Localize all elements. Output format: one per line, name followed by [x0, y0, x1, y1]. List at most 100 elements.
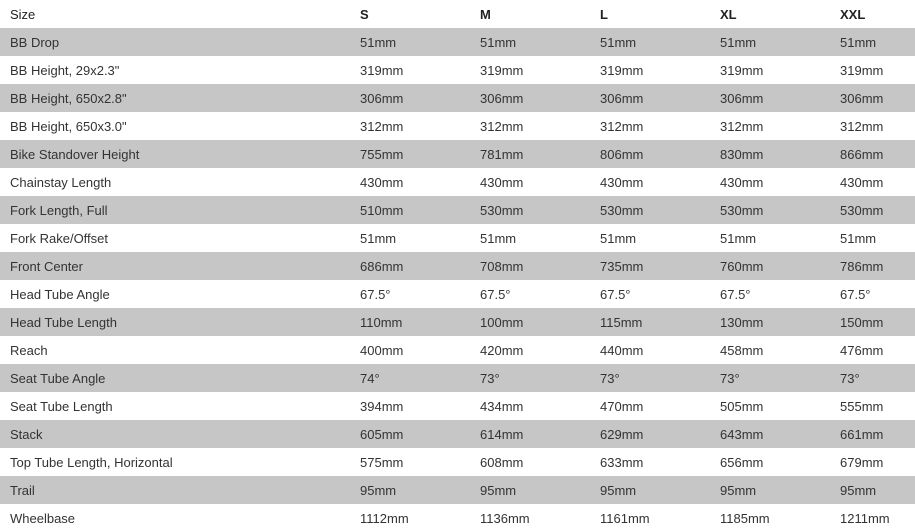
col-header-size: Size	[0, 0, 350, 28]
cell-value: 306mm	[350, 84, 470, 112]
cell-value: 51mm	[590, 224, 710, 252]
cell-value: 1211mm	[830, 504, 915, 532]
col-header-l: L	[590, 0, 710, 28]
cell-value: 51mm	[710, 28, 830, 56]
cell-value: 312mm	[350, 112, 470, 140]
cell-value: 400mm	[350, 336, 470, 364]
cell-value: 51mm	[830, 224, 915, 252]
cell-value: 555mm	[830, 392, 915, 420]
cell-value: 1185mm	[710, 504, 830, 532]
cell-value: 95mm	[710, 476, 830, 504]
cell-value: 51mm	[350, 224, 470, 252]
cell-value: 633mm	[590, 448, 710, 476]
row-label: Stack	[0, 420, 350, 448]
cell-value: 614mm	[470, 420, 590, 448]
cell-value: 806mm	[590, 140, 710, 168]
cell-value: 51mm	[710, 224, 830, 252]
row-label: Seat Tube Length	[0, 392, 350, 420]
cell-value: 530mm	[830, 196, 915, 224]
table-row: Chainstay Length430mm430mm430mm430mm430m…	[0, 168, 915, 196]
cell-value: 735mm	[590, 252, 710, 280]
cell-value: 312mm	[710, 112, 830, 140]
cell-value: 95mm	[470, 476, 590, 504]
cell-value: 73°	[470, 364, 590, 392]
cell-value: 306mm	[710, 84, 830, 112]
table-row: BB Height, 650x3.0"312mm312mm312mm312mm3…	[0, 112, 915, 140]
table-row: Top Tube Length, Horizontal575mm608mm633…	[0, 448, 915, 476]
cell-value: 608mm	[470, 448, 590, 476]
cell-value: 51mm	[590, 28, 710, 56]
cell-value: 420mm	[470, 336, 590, 364]
cell-value: 312mm	[590, 112, 710, 140]
cell-value: 686mm	[350, 252, 470, 280]
row-label: Head Tube Length	[0, 308, 350, 336]
cell-value: 73°	[590, 364, 710, 392]
col-header-m: M	[470, 0, 590, 28]
row-label: Bike Standover Height	[0, 140, 350, 168]
table-row: Fork Length, Full510mm530mm530mm530mm530…	[0, 196, 915, 224]
cell-value: 306mm	[830, 84, 915, 112]
cell-value: 679mm	[830, 448, 915, 476]
cell-value: 95mm	[830, 476, 915, 504]
cell-value: 95mm	[590, 476, 710, 504]
cell-value: 51mm	[830, 28, 915, 56]
cell-value: 110mm	[350, 308, 470, 336]
cell-value: 100mm	[470, 308, 590, 336]
table-row: Seat Tube Length394mm434mm470mm505mm555m…	[0, 392, 915, 420]
cell-value: 51mm	[350, 28, 470, 56]
cell-value: 306mm	[590, 84, 710, 112]
cell-value: 51mm	[470, 224, 590, 252]
cell-value: 781mm	[470, 140, 590, 168]
cell-value: 51mm	[470, 28, 590, 56]
table-row: Fork Rake/Offset51mm51mm51mm51mm51mm	[0, 224, 915, 252]
cell-value: 306mm	[470, 84, 590, 112]
cell-value: 319mm	[470, 56, 590, 84]
row-label: BB Height, 650x2.8"	[0, 84, 350, 112]
cell-value: 67.5°	[350, 280, 470, 308]
cell-value: 434mm	[470, 392, 590, 420]
cell-value: 73°	[710, 364, 830, 392]
cell-value: 656mm	[710, 448, 830, 476]
row-label: Seat Tube Angle	[0, 364, 350, 392]
cell-value: 1112mm	[350, 504, 470, 532]
cell-value: 67.5°	[590, 280, 710, 308]
table-row: Head Tube Length110mm100mm115mm130mm150m…	[0, 308, 915, 336]
cell-value: 755mm	[350, 140, 470, 168]
row-label: BB Drop	[0, 28, 350, 56]
cell-value: 430mm	[470, 168, 590, 196]
cell-value: 430mm	[350, 168, 470, 196]
table-row: Stack605mm614mm629mm643mm661mm	[0, 420, 915, 448]
cell-value: 74°	[350, 364, 470, 392]
cell-value: 530mm	[590, 196, 710, 224]
geometry-table: Size S M L XL XXL BB Drop51mm51mm51mm51m…	[0, 0, 915, 532]
row-label: Reach	[0, 336, 350, 364]
cell-value: 430mm	[590, 168, 710, 196]
cell-value: 130mm	[710, 308, 830, 336]
row-label: Fork Length, Full	[0, 196, 350, 224]
row-label: Chainstay Length	[0, 168, 350, 196]
cell-value: 605mm	[350, 420, 470, 448]
cell-value: 430mm	[710, 168, 830, 196]
cell-value: 115mm	[590, 308, 710, 336]
cell-value: 312mm	[830, 112, 915, 140]
table-row: Reach400mm420mm440mm458mm476mm	[0, 336, 915, 364]
col-header-xl: XL	[710, 0, 830, 28]
cell-value: 319mm	[710, 56, 830, 84]
cell-value: 643mm	[710, 420, 830, 448]
table-row: BB Height, 29x2.3"319mm319mm319mm319mm31…	[0, 56, 915, 84]
cell-value: 67.5°	[830, 280, 915, 308]
cell-value: 394mm	[350, 392, 470, 420]
cell-value: 629mm	[590, 420, 710, 448]
cell-value: 866mm	[830, 140, 915, 168]
cell-value: 786mm	[830, 252, 915, 280]
cell-value: 530mm	[710, 196, 830, 224]
col-header-xxl: XXL	[830, 0, 915, 28]
cell-value: 319mm	[830, 56, 915, 84]
cell-value: 67.5°	[470, 280, 590, 308]
row-label: Trail	[0, 476, 350, 504]
cell-value: 1161mm	[590, 504, 710, 532]
table-row: Wheelbase1112mm1136mm1161mm1185mm1211mm	[0, 504, 915, 532]
row-label: Front Center	[0, 252, 350, 280]
cell-value: 470mm	[590, 392, 710, 420]
table-row: Head Tube Angle67.5°67.5°67.5°67.5°67.5°	[0, 280, 915, 308]
